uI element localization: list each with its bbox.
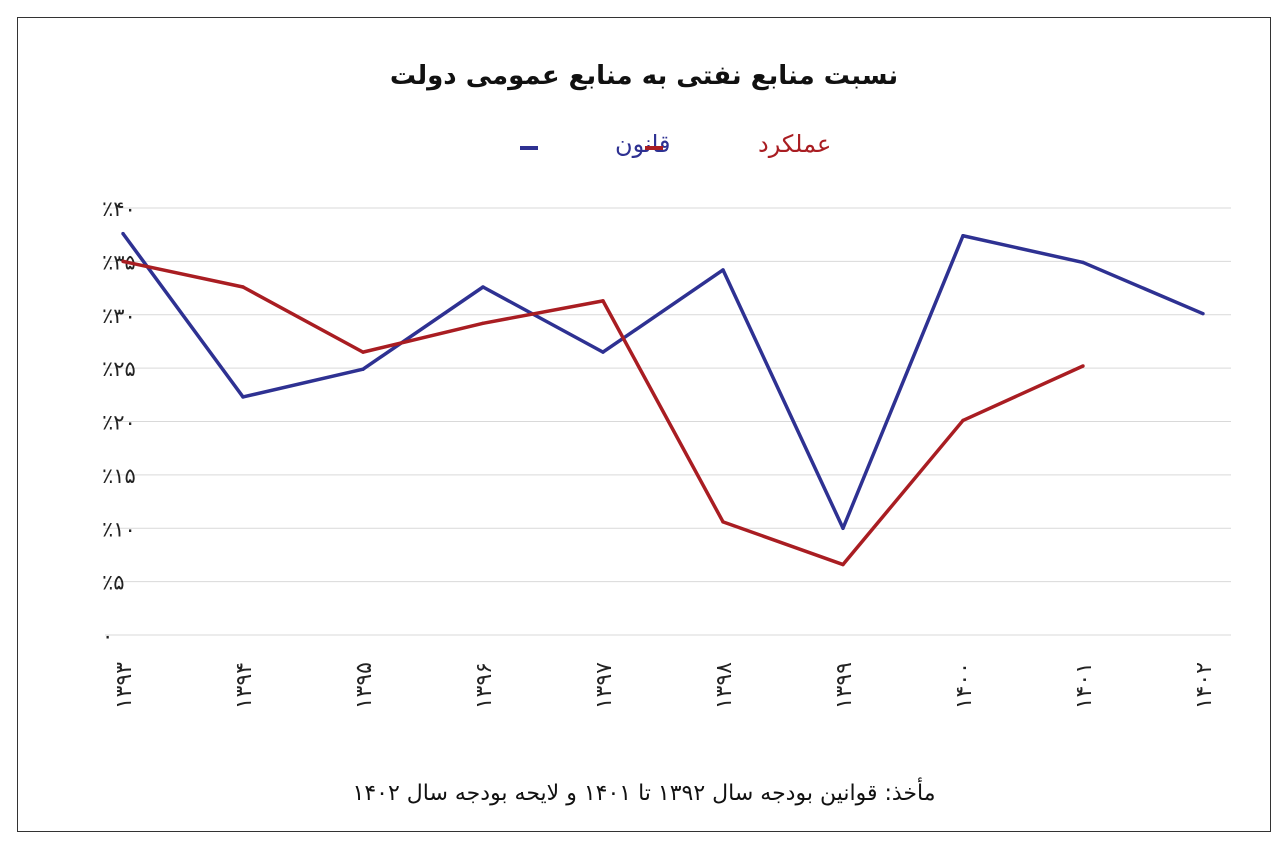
data-point — [601, 299, 605, 303]
data-point — [481, 285, 485, 289]
legend-swatch — [520, 146, 538, 150]
chart-border — [17, 17, 1271, 832]
data-point — [361, 367, 365, 371]
source-note: مأخذ: قوانین بودجه سال ۱۳۹۲ تا ۱۴۰۱ و لا… — [353, 777, 936, 806]
x-tick-label: ۱۳۹۵ — [352, 662, 377, 709]
gridlines — [105, 207, 1231, 636]
x-tick-label: ۱۴۰۰ — [952, 662, 977, 709]
x-tick-label: ۱۳۹۳ — [112, 662, 137, 709]
data-point — [241, 395, 245, 399]
data-point — [841, 526, 845, 530]
x-tick-label: ۱۳۹۹ — [832, 662, 857, 709]
x-tick-label: ۱۳۹۷ — [592, 662, 617, 709]
y-tick-label: ٪۴۰ — [102, 197, 136, 221]
y-tick-label: ٪۳۰ — [102, 304, 136, 328]
y-tick-label: ۰ — [102, 624, 113, 648]
legend: قانون عملکرد — [520, 130, 831, 158]
data-point — [721, 268, 725, 272]
y-tick-label: ٪۱۰ — [102, 517, 136, 541]
x-tick-label: ۱۳۹۶ — [472, 662, 497, 709]
data-point — [841, 562, 845, 567]
x-tick-label: ۱۳۹۸ — [712, 662, 737, 709]
data-point — [961, 234, 965, 238]
x-tick-label: ۱۴۰۲ — [1192, 662, 1217, 709]
data-point — [121, 231, 125, 236]
y-tick-label: ٪۲۵ — [102, 357, 136, 381]
series-lines — [121, 231, 1205, 567]
x-tick-label: ۱۴۰۱ — [1072, 662, 1097, 709]
data-point — [1201, 311, 1205, 316]
chart-title: نسبت منابع نفتی به منابع عمومی دولت — [390, 61, 898, 91]
data-point — [961, 418, 965, 423]
series-line — [121, 232, 1204, 530]
y-tick-label: ٪۲۰ — [102, 411, 136, 435]
data-point — [241, 285, 245, 289]
legend-swatch — [645, 146, 663, 150]
y-tick-label: ٪۱۵ — [102, 464, 136, 488]
x-axis-ticks: ۱۳۹۳ ۱۳۹۴ ۱۳۹۵ ۱۳۹۶ ۱۳۹۷ ۱۳۹۸ ۱۳۹۹ ۱۴۰۰ ۱۴۰۱ ۱۴۰۲ — [112, 662, 1217, 709]
data-point — [481, 321, 485, 325]
y-tick-label: ٪۵ — [102, 571, 125, 595]
y-axis-ticks: ۰٪۵٪۱۰٪۱۵٪۲۰٪۲۵٪۳۰٪۳۵٪۴۰ — [102, 197, 136, 648]
legend-label: قانون — [615, 130, 671, 158]
data-point — [1081, 364, 1085, 368]
data-point — [1081, 260, 1085, 265]
data-point — [121, 259, 125, 264]
legend-label: عملکرد — [758, 130, 831, 158]
data-point — [601, 350, 605, 354]
data-point — [361, 350, 365, 354]
x-tick-label: ۱۳۹۴ — [232, 662, 257, 709]
data-point — [721, 520, 725, 524]
